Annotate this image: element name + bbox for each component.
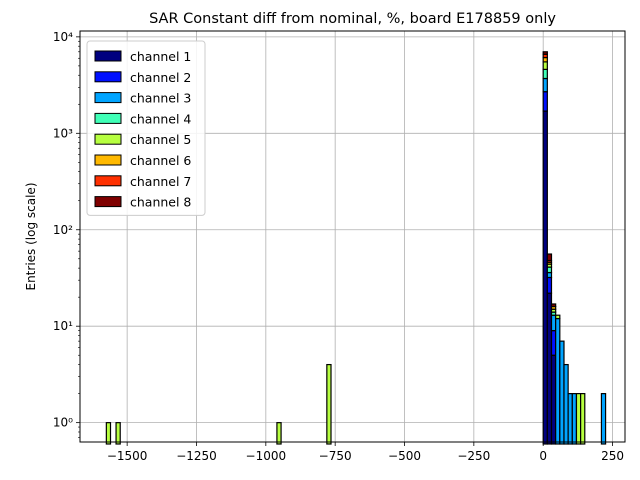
y-tick-label: 10⁰ <box>53 416 73 430</box>
bar-channel-3-bin-2 <box>550 314 557 332</box>
x-tick-label: −500 <box>388 449 421 463</box>
y-axis-label: Entries (log scale) <box>24 183 38 291</box>
bar-channel-5-bin-2 <box>276 422 282 445</box>
bar-channel-3-bin-6 <box>567 393 573 445</box>
legend-swatch <box>94 50 122 62</box>
histogram-bars <box>105 51 607 445</box>
legend-entry: channel 3 <box>130 91 191 106</box>
y-tick-label: 10² <box>53 223 73 237</box>
legend-swatch <box>94 92 122 104</box>
bar-channel-2-bin-1 <box>546 276 553 294</box>
x-tick-label: 250 <box>601 449 624 463</box>
y-axis-ticks: 10⁰ 10¹ 10² 10³ 10⁴ <box>53 30 80 438</box>
bar-channel-8-bin-0 <box>542 51 548 55</box>
grid-lines <box>80 31 625 442</box>
bar-channel-5-bin-0 <box>105 422 112 445</box>
bar-channel-2-bin-0 <box>542 91 548 112</box>
chart-title: SAR Constant diff from nominal, %, board… <box>149 11 556 27</box>
bar-channel-3-bin-7 <box>571 393 578 445</box>
legend-entry: channel 5 <box>130 132 191 147</box>
bar-channel-3-bin-0 <box>542 77 548 93</box>
x-axis-ticks: −1500 −1250 −1000 −750 −500 −250 0 250 <box>107 442 624 463</box>
legend-entry: channel 7 <box>130 174 191 189</box>
legend-entry: channel 2 <box>130 70 191 85</box>
bar-channel-1-bin-0 <box>542 110 548 445</box>
bar-channel-3-bin-8 <box>600 393 607 445</box>
bar-channel-8-bin-2 <box>550 303 557 308</box>
legend-swatch <box>94 71 122 83</box>
plot-frame <box>79 30 626 443</box>
bar-channel-5-bin-3 <box>326 363 332 445</box>
x-tick-label: −1000 <box>246 449 287 463</box>
legend-box <box>86 40 206 216</box>
bar-channel-5-bin-8 <box>575 393 582 445</box>
x-tick-label: 0 <box>539 449 547 463</box>
x-tick-label: −750 <box>319 449 352 463</box>
bar-channel-4-bin-0 <box>542 68 548 80</box>
legend-entry: channel 4 <box>130 111 191 126</box>
x-tick-label: −1500 <box>107 449 148 463</box>
legend: channel 1 channel 2 channel 3 channel 4 chan… <box>86 40 206 216</box>
bar-channel-3-bin-5 <box>563 363 569 445</box>
y-tick-label: 10³ <box>53 126 73 140</box>
legend-entry: channel 8 <box>130 195 191 210</box>
bar-channel-4-bin-1 <box>546 266 553 274</box>
x-tick-label: −250 <box>457 449 490 463</box>
legend-swatch <box>94 133 122 145</box>
bar-channel-6-bin-0 <box>542 56 548 63</box>
bar-channel-1-bin-2 <box>550 354 557 445</box>
legend-entry: channel 1 <box>130 49 191 64</box>
bar-channel-8-bin-1 <box>546 253 553 262</box>
bar-channel-5-bin-9 <box>580 393 586 445</box>
legend-entry: channel 6 <box>130 153 191 168</box>
x-tick-label: −1250 <box>176 449 217 463</box>
bar-channel-5-bin-1 <box>115 422 121 445</box>
y-tick-label: 10¹ <box>53 319 73 333</box>
legend-swatch <box>94 196 122 208</box>
bar-channel-1-bin-1 <box>546 292 553 445</box>
y-tick-label: 10⁴ <box>53 30 73 44</box>
legend-swatch <box>94 154 122 166</box>
bar-channel-5-bin-4 <box>542 61 548 70</box>
bar-channel-2-bin-2 <box>550 330 557 356</box>
bar-channel-3-bin-4 <box>559 340 565 445</box>
bar-channel-3-bin-3 <box>555 317 561 445</box>
bar-channel-5-bin-7 <box>555 314 561 320</box>
legend-swatch <box>94 112 122 124</box>
legend-swatch <box>94 175 122 187</box>
bar-channel-3-bin-1 <box>546 271 553 279</box>
